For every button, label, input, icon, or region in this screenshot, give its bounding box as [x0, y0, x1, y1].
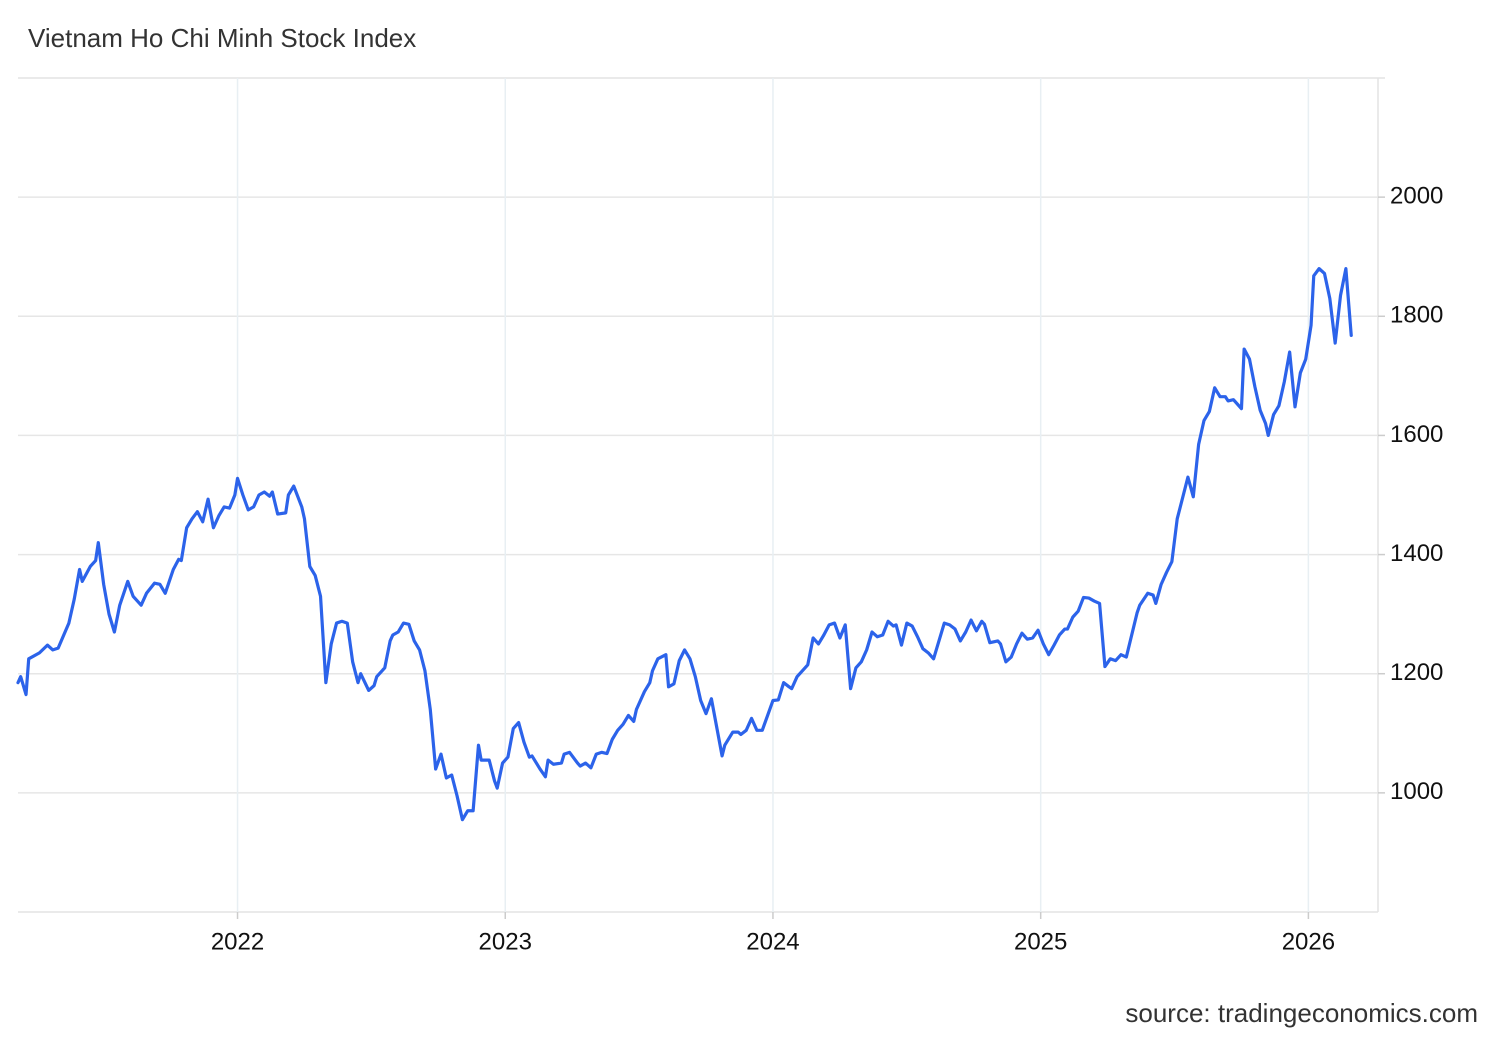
x-tick-label: 2024: [746, 928, 799, 955]
y-tick-label: 2000: [1390, 182, 1443, 209]
x-tick-label: 2022: [211, 928, 264, 955]
x-tick-label: 2023: [479, 928, 532, 955]
y-tick-label: 1000: [1390, 778, 1443, 805]
y-tick-label: 1800: [1390, 302, 1443, 329]
y-tick-label: 1600: [1390, 421, 1443, 448]
y-tick-label: 1400: [1390, 540, 1443, 567]
data-line: [16, 267, 1353, 822]
x-tick-label: 2026: [1282, 928, 1335, 955]
chart-title: Vietnam Ho Chi Minh Stock Index: [28, 23, 416, 53]
x-tick-label: 2025: [1014, 928, 1067, 955]
y-tick-label: 1200: [1390, 659, 1443, 686]
source-note: source: tradingeconomics.com: [1125, 998, 1478, 1028]
